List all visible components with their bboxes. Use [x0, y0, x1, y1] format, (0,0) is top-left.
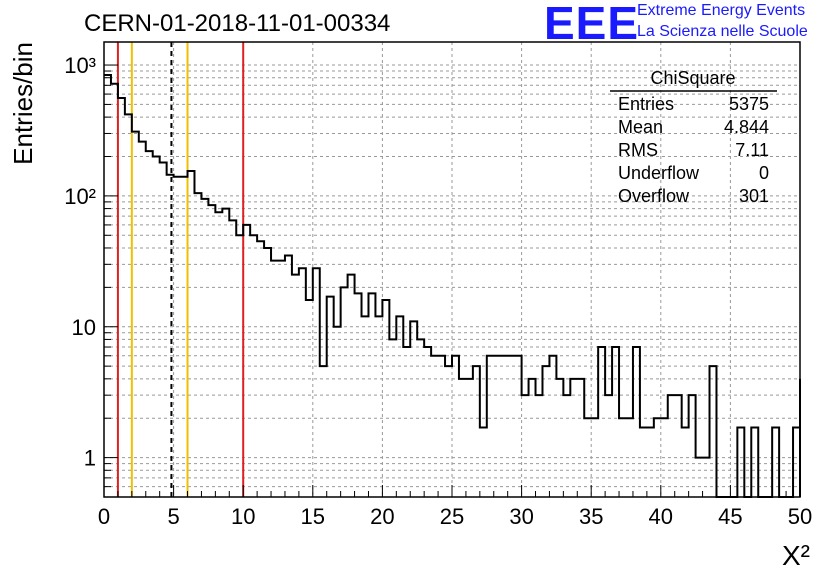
- stats-row-label: Underflow: [618, 163, 700, 183]
- stats-row-label: RMS: [618, 140, 658, 160]
- x-tick-label: 15: [301, 504, 325, 529]
- eee-logo: EEE: [544, 0, 640, 49]
- y-axis-label: Entries/bin: [8, 42, 38, 165]
- x-tick-label: 5: [167, 504, 179, 529]
- stats-row-value: 301: [739, 186, 769, 206]
- x-tick-label: 45: [718, 504, 742, 529]
- brand-line-2: La Scienza nelle Scuole: [637, 23, 808, 40]
- stats-row-value: 0: [759, 163, 769, 183]
- x-axis-ticks: 0 5 10 15 20 25 30 35 40 45 50: [98, 485, 812, 529]
- x-tick-label: 30: [509, 504, 533, 529]
- stats-row-label: Mean: [618, 117, 663, 137]
- x-axis-label: X²: [782, 540, 810, 571]
- y-tick-label: 10: [72, 315, 96, 340]
- stats-box: ChiSquare Entries 5375 Mean 4.844 RMS 7.11 Und…: [610, 68, 777, 206]
- x-tick-label: 0: [98, 504, 110, 529]
- stats-box-title: ChiSquare: [650, 68, 735, 88]
- x-tick-label: 25: [440, 504, 464, 529]
- x-tick-label: 40: [649, 504, 673, 529]
- stats-row-label: Overflow: [618, 186, 690, 206]
- y-tick-label: 1: [84, 446, 96, 471]
- stats-row-value: 5375: [729, 94, 769, 114]
- x-tick-label: 35: [579, 504, 603, 529]
- y-axis-ticks: 1 10 10² 10³: [64, 53, 118, 498]
- x-tick-label: 50: [788, 504, 812, 529]
- x-tick-label: 10: [231, 504, 255, 529]
- run-title: CERN-01-2018-11-01-00334: [84, 10, 391, 37]
- x-tick-label: 20: [370, 504, 394, 529]
- y-tick-label: 10³: [64, 53, 96, 78]
- stats-row-value: 4.844: [724, 117, 769, 137]
- stats-row-value: 7.11: [735, 140, 769, 160]
- stats-row-label: Entries: [618, 94, 674, 114]
- y-tick-label: 10²: [64, 184, 96, 209]
- stats-box-rows: Entries 5375 Mean 4.844 RMS 7.11 Underflow 0 Ove…: [618, 94, 769, 206]
- brand-line-1: Extreme Energy Events: [637, 2, 806, 19]
- reference-lines: [116, 42, 245, 497]
